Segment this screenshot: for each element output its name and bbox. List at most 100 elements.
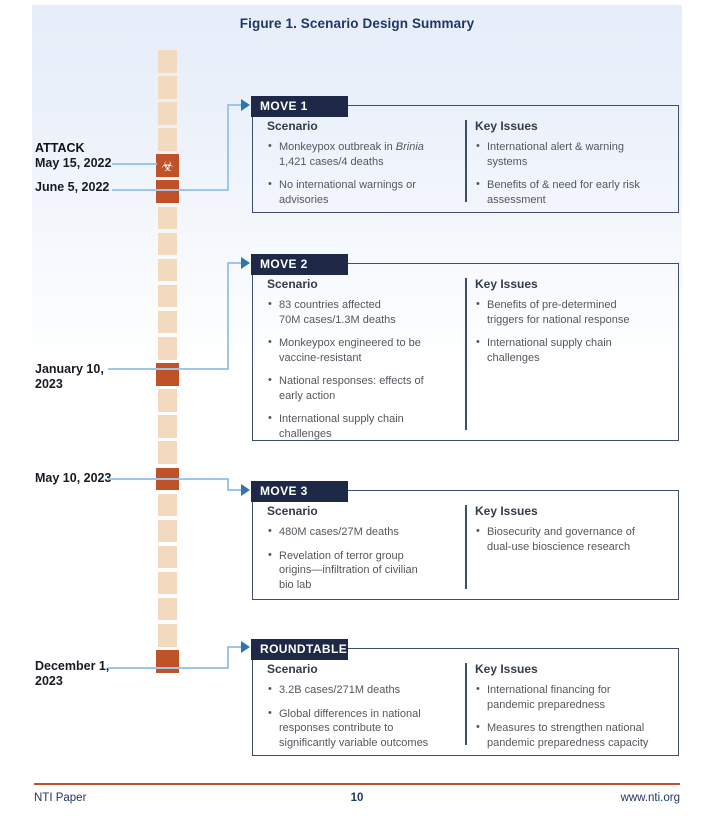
timeline-segment <box>158 415 177 438</box>
roundtable-scenario-column: Scenario 3.2B cases/271M deaths Global d… <box>267 662 455 759</box>
connector-move1-horizontal <box>112 189 228 191</box>
timeline-segment <box>158 310 177 334</box>
scenario-bullet: Monkeypox outbreak in Brinia 1,421 cases… <box>267 139 455 169</box>
key-issues-bullet-list: International alert & warning systems Be… <box>475 139 671 207</box>
footer-website: www.nti.org <box>620 792 680 804</box>
footer-rule <box>34 783 680 785</box>
scenario-bullet: 83 countries affected 70M cases/1.3M dea… <box>267 297 455 327</box>
scenario-bullet: International supply chain challenges <box>267 411 455 441</box>
page-number: 10 <box>350 792 364 804</box>
timeline-segment <box>158 389 177 412</box>
key-issues-heading: Key Issues <box>475 504 538 518</box>
move3-scenario-column: Scenario 480M cases/27M deaths Revelatio… <box>267 504 455 601</box>
key-issue-bullet: Benefits of & need for early risk assess… <box>475 177 671 207</box>
timeline-segment <box>158 206 177 230</box>
key-issues-heading: Key Issues <box>475 119 538 133</box>
timeline-segment <box>158 624 177 647</box>
move3-column-divider <box>465 505 467 589</box>
connector-move1-stub <box>227 104 242 106</box>
attack-label: ATTACK <box>35 141 85 155</box>
connector-move2-horizontal <box>108 368 228 370</box>
timeline-segment <box>158 441 177 464</box>
key-issues-bullet-list: International financing for pandemic pre… <box>475 682 671 750</box>
timeline-highlight-segment <box>156 650 179 673</box>
move3-header: MOVE 3 <box>251 481 348 502</box>
move1-key-issues-column: Key Issues International alert & warning… <box>475 119 671 216</box>
connector-move2-stub <box>227 262 242 264</box>
scenario-bullet-list: Monkeypox outbreak in Brinia 1,421 cases… <box>267 139 455 207</box>
roundtable-column-divider <box>465 663 467 745</box>
scenario-heading: Scenario <box>267 119 318 133</box>
move3-key-issues-column: Key Issues Biosecurity and governance of… <box>475 504 671 563</box>
scenario-bullet: 3.2B cases/271M deaths <box>267 682 455 698</box>
move2-header: MOVE 2 <box>251 254 348 275</box>
connector-roundtable-horizontal <box>108 667 228 669</box>
move2-key-issues-column: Key Issues Benefits of pre-determined tr… <box>475 277 671 374</box>
key-issue-bullet: International financing for pandemic pre… <box>475 682 671 712</box>
biohazard-icon: ☣ <box>161 157 174 174</box>
timeline-segment <box>158 545 177 569</box>
move2-column-divider <box>465 278 467 430</box>
timeline: ☣ <box>156 50 179 676</box>
date-december-1-2023: December 1, 2023 <box>35 659 110 688</box>
key-issue-bullet: Benefits of pre-determined triggers for … <box>475 297 671 327</box>
date-may-15-2022: May 15, 2022 <box>35 156 112 170</box>
scenario-bullet-list: 3.2B cases/271M deaths Global difference… <box>267 682 455 751</box>
roundtable-arrowhead-icon <box>241 641 250 653</box>
move1-box: MOVE 1 Scenario Monkeypox outbreak in Br… <box>251 96 679 216</box>
timeline-highlight-segment <box>156 363 179 386</box>
scenario-bullet-list: 480M cases/27M deaths Revelation of terr… <box>267 524 455 593</box>
timeline-attack-segment: ☣ <box>156 154 179 177</box>
timeline-segment <box>158 128 177 151</box>
roundtable-key-issues-column: Key Issues International financing for p… <box>475 662 671 759</box>
scenario-heading: Scenario <box>267 504 318 518</box>
timeline-segment <box>158 50 177 73</box>
timeline-highlight-segment <box>156 180 179 203</box>
connector-move3-horizontal <box>108 478 228 480</box>
timeline-segment <box>158 232 177 256</box>
move2-scenario-column: Scenario 83 countries affected 70M cases… <box>267 277 455 450</box>
scenario-bullet: National responses: effects of early act… <box>267 373 455 403</box>
move2-arrowhead-icon <box>241 257 250 269</box>
scenario-bullet: No international warnings or advisories <box>267 177 455 207</box>
date-january-10-2023: January 10, 2023 <box>35 362 104 391</box>
roundtable-header: ROUNDTABLE <box>251 639 348 660</box>
scenario-bullet: Revelation of terror group origins—infil… <box>267 548 455 593</box>
key-issue-bullet: Biosecurity and governance of dual-use b… <box>475 524 671 554</box>
timeline-segment <box>158 493 177 517</box>
key-issues-bullet-list: Benefits of pre-determined triggers for … <box>475 297 671 365</box>
move1-column-divider <box>465 120 467 202</box>
timeline-segment <box>158 571 177 595</box>
key-issue-bullet: Measures to strengthen national pandemic… <box>475 720 671 750</box>
date-june-5-2022: June 5, 2022 <box>35 180 110 194</box>
footer-paper-name: NTI Paper <box>34 792 87 804</box>
key-issues-heading: Key Issues <box>475 277 538 291</box>
connector-move1-vertical <box>227 105 229 191</box>
roundtable-box: ROUNDTABLE Scenario 3.2B cases/271M deat… <box>251 639 679 759</box>
connector-roundtable-stub <box>227 646 242 648</box>
scenario-bullet: Global differences in national responses… <box>267 706 455 751</box>
connector-move3-stub <box>227 489 242 491</box>
connector-attack <box>112 163 157 165</box>
timeline-segment <box>158 337 177 360</box>
key-issue-bullet: International supply chain challenges <box>475 335 671 365</box>
timeline-segment <box>158 284 177 308</box>
move3-arrowhead-icon <box>241 484 250 496</box>
key-issues-heading: Key Issues <box>475 662 538 676</box>
timeline-segment <box>158 597 177 621</box>
scenario-bullet: 480M cases/27M deaths <box>267 524 455 540</box>
move1-scenario-column: Scenario Monkeypox outbreak in Brinia 1,… <box>267 119 455 216</box>
timeline-segment <box>158 76 177 99</box>
key-issue-bullet: International alert & warning systems <box>475 139 671 169</box>
scenario-bullet: Monkeypox engineered to be vaccine-resis… <box>267 335 455 365</box>
timeline-segment <box>158 102 177 125</box>
date-may-10-2023: May 10, 2023 <box>35 471 112 485</box>
scenario-heading: Scenario <box>267 277 318 291</box>
connector-move2-vertical <box>227 262 229 370</box>
timeline-segment <box>158 519 177 543</box>
move1-header: MOVE 1 <box>251 96 348 117</box>
move3-box: MOVE 3 Scenario 480M cases/27M deaths Re… <box>251 481 679 601</box>
connector-roundtable-vertical <box>227 646 229 669</box>
scenario-heading: Scenario <box>267 662 318 676</box>
